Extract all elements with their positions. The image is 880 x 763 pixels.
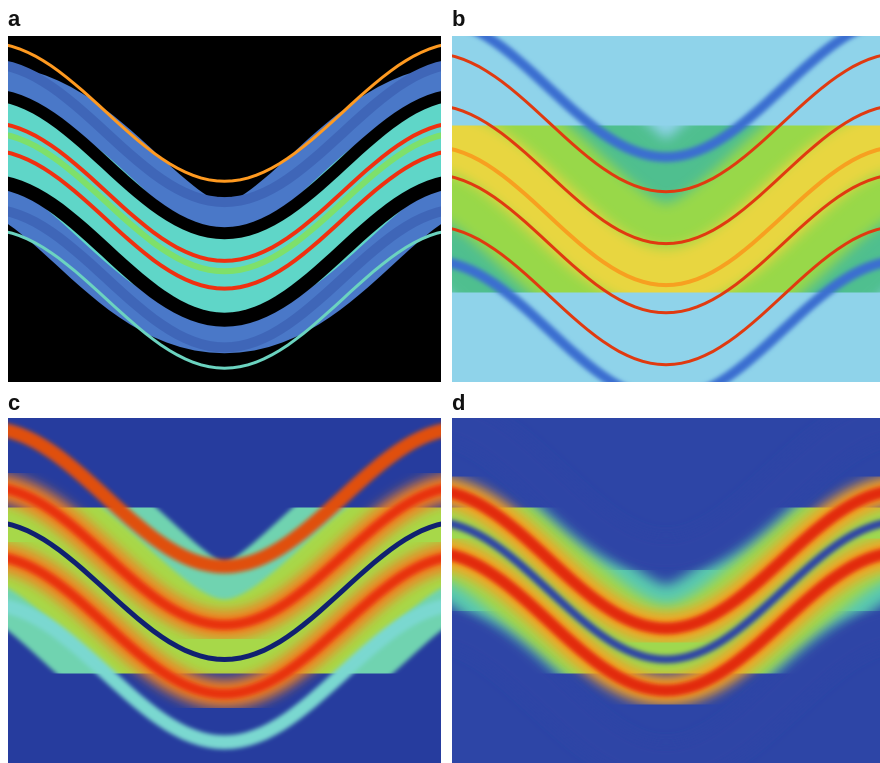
panel-d — [432, 418, 880, 763]
panel-c — [0, 418, 461, 763]
panel-a — [0, 36, 461, 382]
figure: a b c d — [0, 0, 880, 763]
panel-label: a — [8, 6, 21, 31]
panel-label: c — [8, 390, 20, 415]
panel-label: b — [452, 6, 465, 31]
panel-label: d — [452, 390, 465, 415]
panel-b — [432, 19, 880, 400]
